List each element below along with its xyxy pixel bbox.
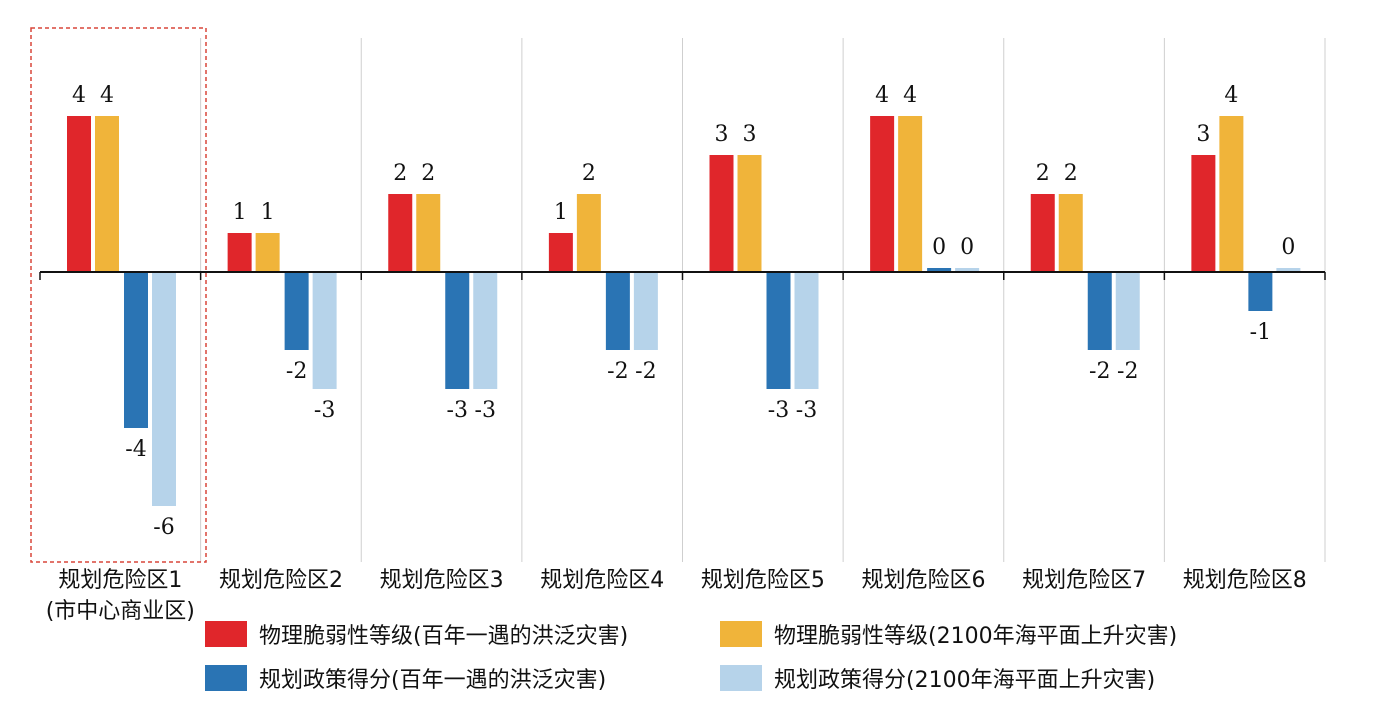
bar-4-cat-2 — [312, 272, 337, 389]
bar-2-cat-6 — [898, 116, 923, 272]
bar-4-cat-6 — [955, 268, 980, 272]
bar-3-cat-4 — [605, 272, 630, 350]
legend-label-red: 物理脆弱性等级(百年一遇的洪泛灾害) — [259, 624, 629, 649]
legend-item-orange: 物理脆弱性等级(2100年海平面上升灾害) — [720, 620, 1178, 649]
category-label: 规划危险区2 — [219, 568, 343, 593]
value-label: 3 — [715, 122, 729, 147]
value-label: 2 — [1036, 161, 1050, 186]
value-label: 0 — [960, 235, 974, 260]
value-label: -2 — [607, 359, 628, 384]
bar-4-cat-7 — [1115, 272, 1140, 350]
bar-2-cat-8 — [1219, 116, 1244, 272]
value-label: -2 — [1117, 359, 1138, 384]
bar-2-cat-2 — [255, 233, 280, 272]
category-label: 规划危险区4 — [540, 568, 664, 593]
legend-item-blue: 规划政策得分(百年一遇的洪泛灾害) — [205, 664, 607, 693]
value-label: -4 — [125, 437, 146, 462]
bar-3-cat-5 — [766, 272, 791, 389]
value-label: -2 — [286, 359, 307, 384]
value-label: 2 — [393, 161, 407, 186]
category-label: 规划危险区7 — [1022, 568, 1146, 593]
category-label: (市中心商业区) — [46, 599, 195, 624]
value-label: 4 — [100, 83, 114, 108]
bar-3-cat-1 — [124, 272, 148, 428]
bar-1-cat-1 — [67, 116, 91, 272]
legend-item-lightblue: 规划政策得分(2100年海平面上升灾害) — [720, 664, 1156, 693]
bar-4-cat-8 — [1276, 268, 1301, 272]
legend-item-red: 物理脆弱性等级(百年一遇的洪泛灾害) — [205, 620, 629, 649]
bar-4-cat-5 — [794, 272, 819, 389]
value-label: 1 — [554, 200, 568, 225]
bar-2-cat-4 — [576, 194, 601, 272]
value-label: 2 — [582, 161, 596, 186]
bar-3-cat-2 — [284, 272, 309, 350]
value-label: 4 — [1224, 83, 1238, 108]
value-label: -6 — [153, 515, 174, 540]
value-label: 3 — [743, 122, 757, 147]
bar-4-cat-1 — [152, 272, 176, 506]
value-label: -3 — [768, 398, 789, 423]
value-label: -3 — [475, 398, 496, 423]
value-label: 4 — [875, 83, 889, 108]
value-label: -2 — [635, 359, 656, 384]
category-label: 规划危险区1 — [58, 568, 182, 593]
bar-2-cat-5 — [737, 155, 762, 272]
bar-3-cat-7 — [1087, 272, 1112, 350]
legend-label-blue: 规划政策得分(百年一遇的洪泛灾害) — [259, 668, 607, 693]
value-label: -1 — [1250, 320, 1271, 345]
bar-1-cat-7 — [1030, 194, 1055, 272]
bar-1-cat-8 — [1191, 155, 1216, 272]
bar-2-cat-3 — [416, 194, 441, 272]
bar-2-cat-1 — [95, 116, 119, 272]
bar-3-cat-6 — [927, 268, 952, 272]
bar-1-cat-4 — [548, 233, 573, 272]
value-label: -2 — [1089, 359, 1110, 384]
bar-4-cat-4 — [633, 272, 658, 350]
legend-swatch-blue — [205, 665, 247, 691]
category-label: 规划危险区5 — [701, 568, 825, 593]
legend-label-orange: 物理脆弱性等级(2100年海平面上升灾害) — [774, 624, 1178, 649]
value-label: 1 — [233, 200, 247, 225]
value-label: 4 — [903, 83, 917, 108]
bar-1-cat-6 — [870, 116, 895, 272]
highlight-box — [30, 27, 207, 563]
value-label: 3 — [1196, 122, 1210, 147]
legend-swatch-red — [205, 621, 247, 647]
bar-4-cat-3 — [473, 272, 498, 389]
category-label: 规划危险区8 — [1183, 568, 1307, 593]
bar-1-cat-3 — [388, 194, 413, 272]
value-label: -3 — [314, 398, 335, 423]
value-label: 4 — [72, 83, 86, 108]
value-label: 2 — [1064, 161, 1078, 186]
legend: 物理脆弱性等级(百年一遇的洪泛灾害) 物理脆弱性等级(2100年海平面上升灾害)… — [205, 620, 1305, 700]
bar-1-cat-5 — [709, 155, 734, 272]
bar-3-cat-3 — [445, 272, 470, 389]
value-label: -3 — [796, 398, 817, 423]
value-label: -3 — [447, 398, 468, 423]
category-label: 规划危险区3 — [380, 568, 504, 593]
value-label: 0 — [932, 235, 946, 260]
bar-3-cat-8 — [1248, 272, 1273, 311]
value-label: 1 — [261, 200, 275, 225]
bar-1-cat-2 — [227, 233, 252, 272]
category-label: 规划危险区6 — [861, 568, 985, 593]
legend-swatch-lightblue — [720, 665, 762, 691]
legend-label-lightblue: 规划政策得分(2100年海平面上升灾害) — [774, 668, 1156, 693]
value-label: 0 — [1281, 235, 1295, 260]
bar-2-cat-7 — [1058, 194, 1083, 272]
legend-swatch-orange — [720, 621, 762, 647]
value-label: 2 — [421, 161, 435, 186]
